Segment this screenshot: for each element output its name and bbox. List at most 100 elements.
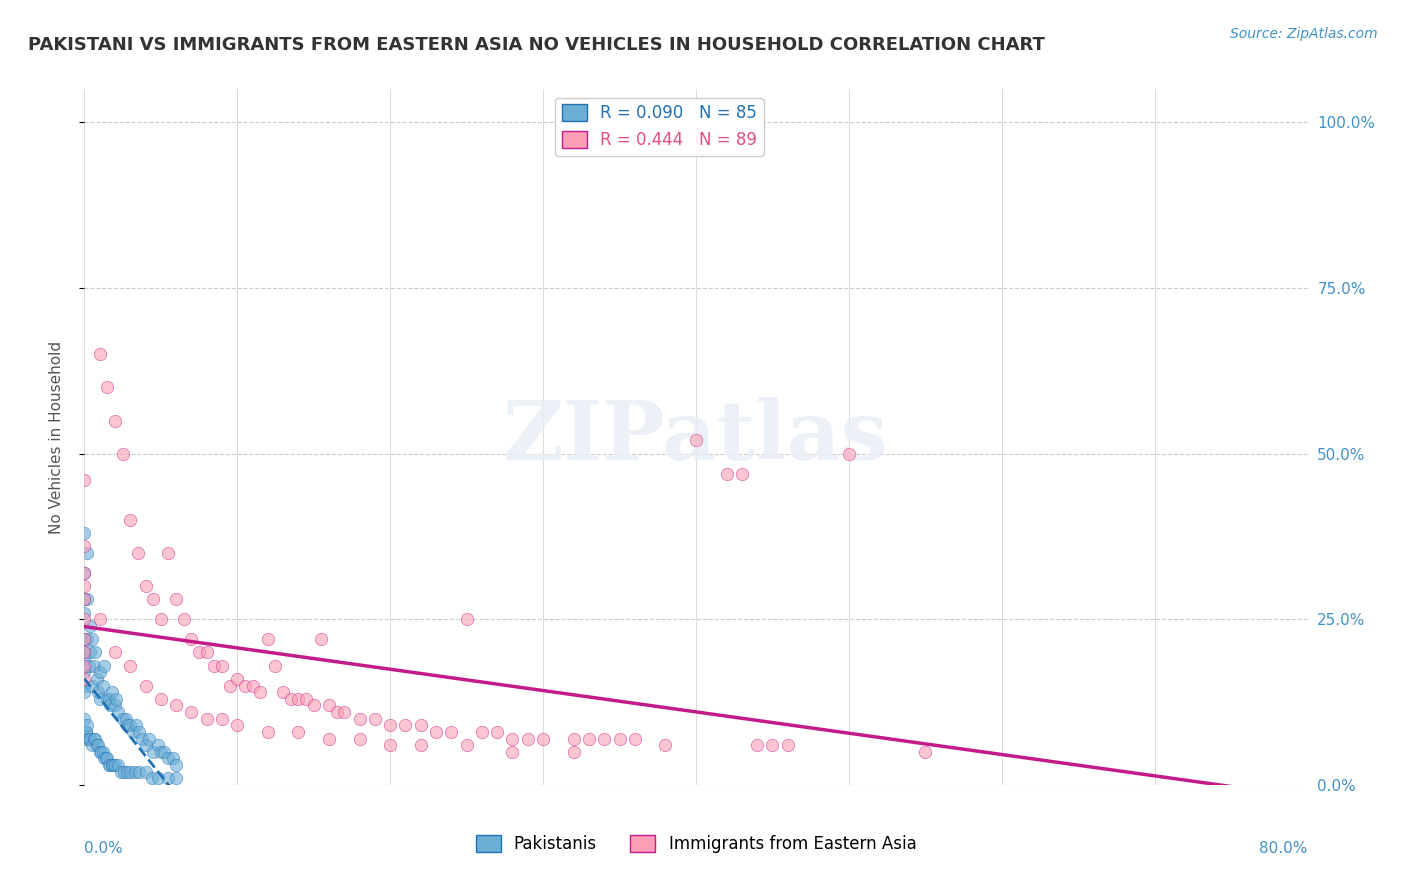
Immigrants from Eastern Asia [502, 745, 524, 759]
Pakistanis [128, 764, 150, 779]
Immigrants from Eastern Asia [73, 632, 96, 647]
Pakistanis [157, 772, 180, 786]
Pakistanis [80, 679, 103, 693]
Immigrants from Eastern Asia [685, 434, 707, 448]
Immigrants from Eastern Asia [233, 679, 256, 693]
Pakistanis [104, 698, 127, 713]
Immigrants from Eastern Asia [562, 731, 585, 746]
Immigrants from Eastern Asia [73, 592, 96, 607]
Pakistanis [73, 645, 96, 659]
Immigrants from Eastern Asia [264, 658, 287, 673]
Immigrants from Eastern Asia [349, 712, 371, 726]
Pakistanis [87, 685, 110, 699]
Pakistanis [104, 758, 127, 772]
Pakistanis [165, 772, 187, 786]
Immigrants from Eastern Asia [173, 612, 195, 626]
Immigrants from Eastern Asia [562, 745, 585, 759]
Immigrants from Eastern Asia [165, 592, 187, 607]
Pakistanis [162, 751, 184, 765]
Immigrants from Eastern Asia [914, 745, 936, 759]
Pakistanis [96, 751, 118, 765]
Pakistanis [76, 718, 98, 732]
Pakistanis [75, 725, 97, 739]
Text: ZIPatlas: ZIPatlas [503, 397, 889, 477]
Immigrants from Eastern Asia [195, 645, 218, 659]
Pakistanis [93, 658, 115, 673]
Immigrants from Eastern Asia [747, 738, 769, 752]
Pakistanis [131, 731, 153, 746]
Pakistanis [93, 751, 115, 765]
Immigrants from Eastern Asia [89, 347, 111, 361]
Immigrants from Eastern Asia [578, 731, 600, 746]
Immigrants from Eastern Asia [73, 579, 96, 593]
Immigrants from Eastern Asia [654, 738, 676, 752]
Pakistanis [165, 758, 187, 772]
Immigrants from Eastern Asia [242, 679, 264, 693]
Pakistanis [73, 526, 96, 541]
Y-axis label: No Vehicles in Household: No Vehicles in Household [49, 341, 63, 533]
Pakistanis [84, 731, 107, 746]
Pakistanis [73, 665, 96, 680]
Immigrants from Eastern Asia [111, 447, 134, 461]
Pakistanis [84, 645, 107, 659]
Immigrants from Eastern Asia [364, 712, 387, 726]
Pakistanis [142, 745, 165, 759]
Pakistanis [101, 758, 124, 772]
Pakistanis [77, 658, 100, 673]
Immigrants from Eastern Asia [104, 645, 127, 659]
Immigrants from Eastern Asia [165, 698, 187, 713]
Text: Source: ZipAtlas.com: Source: ZipAtlas.com [1230, 27, 1378, 41]
Immigrants from Eastern Asia [195, 712, 218, 726]
Pakistanis [135, 764, 157, 779]
Immigrants from Eastern Asia [380, 738, 402, 752]
Immigrants from Eastern Asia [73, 566, 96, 580]
Immigrants from Eastern Asia [211, 712, 233, 726]
Immigrants from Eastern Asia [380, 718, 402, 732]
Immigrants from Eastern Asia [180, 632, 202, 647]
Immigrants from Eastern Asia [120, 513, 142, 527]
Pakistanis [75, 725, 97, 739]
Immigrants from Eastern Asia [731, 467, 754, 481]
Immigrants from Eastern Asia [425, 725, 447, 739]
Immigrants from Eastern Asia [73, 473, 96, 487]
Immigrants from Eastern Asia [73, 612, 96, 626]
Pakistanis [120, 764, 142, 779]
Immigrants from Eastern Asia [287, 691, 309, 706]
Pakistanis [97, 691, 120, 706]
Pakistanis [146, 738, 169, 752]
Pakistanis [89, 745, 111, 759]
Pakistanis [89, 665, 111, 680]
Pakistanis [73, 685, 96, 699]
Immigrants from Eastern Asia [149, 612, 172, 626]
Immigrants from Eastern Asia [135, 679, 157, 693]
Immigrants from Eastern Asia [73, 645, 96, 659]
Immigrants from Eastern Asia [333, 705, 356, 719]
Immigrants from Eastern Asia [280, 691, 302, 706]
Pakistanis [87, 738, 110, 752]
Immigrants from Eastern Asia [120, 658, 142, 673]
Immigrants from Eastern Asia [142, 592, 165, 607]
Immigrants from Eastern Asia [311, 632, 333, 647]
Pakistanis [153, 745, 176, 759]
Immigrants from Eastern Asia [257, 632, 280, 647]
Pakistanis [96, 691, 118, 706]
Pakistanis [115, 764, 138, 779]
Immigrants from Eastern Asia [226, 672, 249, 686]
Pakistanis [114, 712, 136, 726]
Immigrants from Eastern Asia [776, 738, 799, 752]
Immigrants from Eastern Asia [456, 738, 478, 752]
Pakistanis [110, 764, 132, 779]
Pakistanis [79, 731, 101, 746]
Pakistanis [77, 731, 100, 746]
Pakistanis [83, 731, 105, 746]
Immigrants from Eastern Asia [211, 658, 233, 673]
Pakistanis [97, 758, 120, 772]
Pakistanis [94, 751, 117, 765]
Immigrants from Eastern Asia [127, 546, 149, 560]
Pakistanis [73, 592, 96, 607]
Pakistanis [91, 745, 114, 759]
Immigrants from Eastern Asia [318, 731, 340, 746]
Pakistanis [101, 685, 124, 699]
Legend: Pakistanis, Immigrants from Eastern Asia: Pakistanis, Immigrants from Eastern Asia [468, 829, 924, 860]
Immigrants from Eastern Asia [157, 546, 180, 560]
